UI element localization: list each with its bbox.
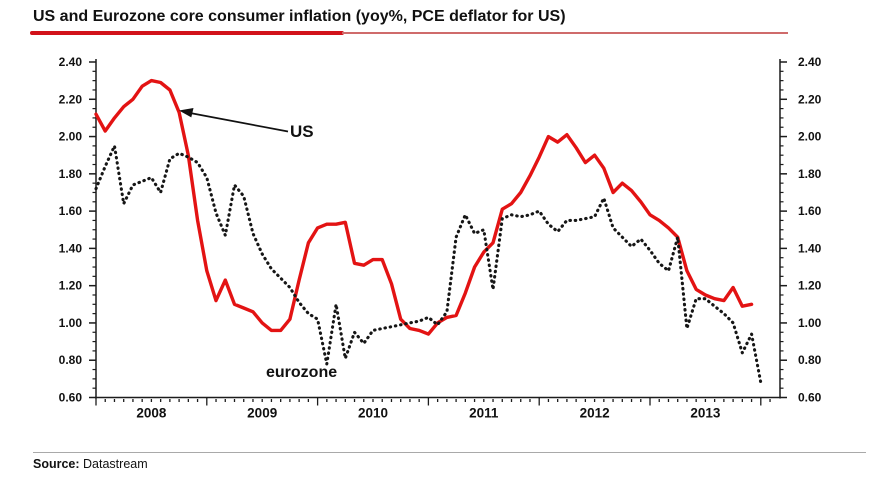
y-tick-label-right: 0.60 [798, 391, 822, 405]
source-note: Source: Datastream [33, 457, 148, 471]
y-tick-label-left: 1.40 [59, 241, 83, 255]
y-tick-label-left: 1.20 [59, 279, 83, 293]
x-tick-label: 2011 [469, 406, 499, 421]
source-value: Datastream [83, 457, 148, 471]
x-tick-label: 2012 [580, 406, 610, 421]
y-tick-label-left: 2.00 [59, 130, 83, 144]
y-tick-label-left: 1.80 [59, 167, 83, 181]
footer-divider [33, 452, 866, 453]
y-tick-label-left: 2.40 [59, 55, 83, 69]
y-tick-label-right: 1.60 [798, 204, 822, 218]
y-tick-label-right: 1.80 [798, 167, 822, 181]
y-tick-label-left: 1.00 [59, 316, 83, 330]
us-annotation-arrowhead [179, 108, 194, 118]
us-series-label: US [290, 122, 314, 141]
eurozone-line [94, 144, 763, 385]
eurozone-series-label: eurozone [266, 364, 338, 381]
y-tick-label-left: 2.20 [59, 92, 83, 106]
y-tick-label-right: 2.00 [798, 130, 822, 144]
x-tick-label: 2013 [690, 406, 721, 421]
x-tick-label: 2008 [136, 406, 167, 421]
us-line [94, 78, 754, 336]
source-label: Source: [33, 457, 80, 471]
y-tick-label-right: 2.40 [798, 55, 822, 69]
chart-title: US and Eurozone core consumer inflation … [33, 8, 566, 25]
x-tick-label: 2010 [358, 406, 388, 421]
us-annotation-arrow [189, 112, 289, 133]
title-underline-thick [30, 31, 344, 35]
y-tick-label-right: 2.20 [798, 92, 822, 106]
y-tick-label-right: 0.80 [798, 353, 822, 367]
y-tick-label-left: 0.60 [59, 391, 83, 405]
y-tick-label-right: 1.00 [798, 316, 822, 330]
y-tick-label-left: 1.60 [59, 204, 83, 218]
y-tick-label-right: 1.20 [798, 279, 822, 293]
x-tick-label: 2009 [247, 406, 277, 421]
title-underline-thin [342, 32, 788, 34]
y-tick-label-left: 0.80 [59, 353, 83, 367]
y-tick-label-right: 1.40 [798, 241, 822, 255]
